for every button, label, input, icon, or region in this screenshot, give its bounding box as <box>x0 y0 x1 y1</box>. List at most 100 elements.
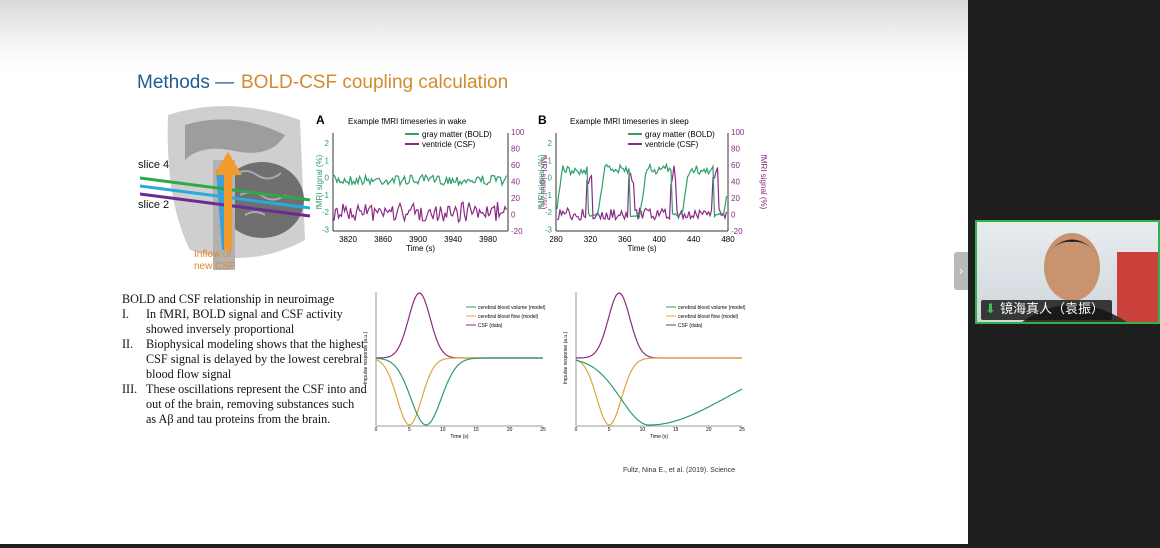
legend-label: CSF (data) <box>678 323 703 329</box>
y2-tick-label: 20 <box>731 194 740 203</box>
x-tick-label: 0 <box>375 427 378 433</box>
panel-letter: B <box>538 113 547 127</box>
slide: Methods — BOLD-CSF coupling calculation … <box>0 0 968 544</box>
relationship-text: BOLD and CSF relationship in neuroimage … <box>122 292 367 427</box>
slice-bottom-label: slice 2 <box>138 199 169 211</box>
x-tick-label: 3980 <box>479 235 497 244</box>
legend-label: cerebral blood flow (model) <box>678 314 739 320</box>
x-tick-label: 3820 <box>339 235 357 244</box>
panel-letter: A <box>316 113 325 127</box>
x-tick-label: 25 <box>540 427 546 433</box>
legend-label: gray matter (BOLD) <box>422 130 492 139</box>
panel-title: Example fMRI timeseries in sleep <box>570 117 689 126</box>
y2-tick-label: 80 <box>511 145 520 154</box>
list-item: II. Biophysical modeling shows that the h… <box>122 337 367 382</box>
y2-axis-label: fMRI signal (%) <box>759 155 768 210</box>
list-item: III. These oscillations represent the CSF… <box>122 382 367 427</box>
x-tick-label: 320 <box>584 235 598 244</box>
x-tick-label: 5 <box>608 427 611 433</box>
panel-title: Example fMRI timeseries in wake <box>348 117 467 126</box>
brain-diagram: slice 4 slice 2 Inflow of new CSF <box>138 106 311 272</box>
y-tick-label: -3 <box>545 226 553 235</box>
x-tick-label: 3900 <box>409 235 427 244</box>
x-tick-label: 480 <box>721 235 735 244</box>
legend-label: cerebral blood volume (model) <box>478 305 546 311</box>
title-topic: BOLD-CSF coupling calculation <box>241 72 508 93</box>
x-tick-label: 280 <box>549 235 563 244</box>
x-tick-label: 10 <box>640 427 646 433</box>
name-text: 镜海真人（袁振） <box>1000 302 1105 317</box>
csf-trace <box>556 165 728 222</box>
y2-tick-label: 80 <box>731 145 740 154</box>
list-item: I. In fMRI, BOLD signal and CSF activity … <box>122 307 367 337</box>
slide-canvas: Methods — BOLD-CSF coupling calculation … <box>137 72 768 474</box>
legend-label: ventricle (CSF) <box>645 140 699 149</box>
x-tick-label: 360 <box>618 235 632 244</box>
x-tick-label: 440 <box>687 235 701 244</box>
inflow-label: new CSF <box>194 261 235 272</box>
y2-tick-label: -20 <box>511 227 523 236</box>
y-axis-label: Impulse response (a.u.) <box>363 331 369 384</box>
bold-trace <box>556 162 728 219</box>
y-axis-label: Impulse response (a.u.) <box>563 331 569 384</box>
y2-axis-label: fMRI signal (%) <box>539 155 548 210</box>
x-tick-label: 3860 <box>374 235 392 244</box>
numeral: II. <box>122 337 134 351</box>
legend-label: ventricle (CSF) <box>422 140 476 149</box>
x-axis-label: Time (s) <box>406 244 435 253</box>
mic-icon: ⬇ <box>985 302 996 317</box>
y-tick-label: -1 <box>545 191 553 200</box>
y2-tick-label: 40 <box>731 178 740 187</box>
x-tick-label: 400 <box>653 235 667 244</box>
volume-curve <box>375 357 543 426</box>
x-axis-label: Time (s) <box>650 434 668 440</box>
y2-tick-label: 0 <box>731 211 736 220</box>
y2-tick-label: 60 <box>511 161 520 170</box>
y-tick-label: -2 <box>322 208 330 217</box>
x-tick-label: 15 <box>673 427 679 433</box>
legend-label: cerebral blood flow (model) <box>478 314 539 320</box>
legend-label: CSF (data) <box>478 323 503 329</box>
participant-name: ⬇ 镜海真人（袁振） <box>981 300 1113 320</box>
y-tick-label: -1 <box>322 191 330 200</box>
y2-tick-label: 20 <box>511 194 520 203</box>
item-text: These oscillations represent the CSF int… <box>146 382 367 426</box>
inflow-label: Inflow of <box>194 249 231 260</box>
y-tick-label: 0 <box>548 174 553 183</box>
y2-tick-label: 40 <box>511 178 520 187</box>
legend-label: cerebral blood volume (model) <box>678 305 746 311</box>
relationship-heading: BOLD and CSF relationship in neuroimage <box>122 292 335 306</box>
y2-tick-label: -20 <box>731 227 743 236</box>
y-tick-label: -3 <box>322 226 330 235</box>
x-tick-label: 25 <box>739 427 745 433</box>
flow-curve <box>375 357 543 426</box>
flow-curve <box>575 357 742 426</box>
slice-top-label: slice 4 <box>138 159 169 171</box>
csf-trace <box>333 201 508 224</box>
x-tick-label: 10 <box>440 427 446 433</box>
y-tick-label: 2 <box>325 139 330 148</box>
x-tick-label: 20 <box>706 427 712 433</box>
x-tick-label: 3940 <box>444 235 462 244</box>
y2-tick-label: 0 <box>511 211 516 220</box>
x-axis-label: Time (s) <box>627 244 656 253</box>
x-tick-label: 20 <box>507 427 513 433</box>
y2-tick-label: 100 <box>511 128 525 137</box>
csf-curve <box>376 292 543 359</box>
numeral: I. <box>122 307 130 321</box>
y-tick-label: 0 <box>325 174 330 183</box>
legend-label: gray matter (BOLD) <box>645 130 715 139</box>
y-tick-label: 1 <box>325 156 330 165</box>
item-text: In fMRI, BOLD signal and CSF activity sh… <box>146 307 343 336</box>
numeral: III. <box>122 382 138 396</box>
x-tick-label: 5 <box>408 427 411 433</box>
x-tick-label: 15 <box>473 427 479 433</box>
y-axis-label: fMRI signal (%) <box>315 154 324 209</box>
volume-curve <box>575 359 743 426</box>
x-tick-label: 0 <box>575 427 578 433</box>
bold-trace <box>333 173 508 188</box>
collapse-panel-button[interactable]: › <box>954 252 968 290</box>
y-tick-label: 1 <box>548 156 553 165</box>
video-tile[interactable]: ⬇ 镜海真人（袁振） <box>975 220 1160 324</box>
